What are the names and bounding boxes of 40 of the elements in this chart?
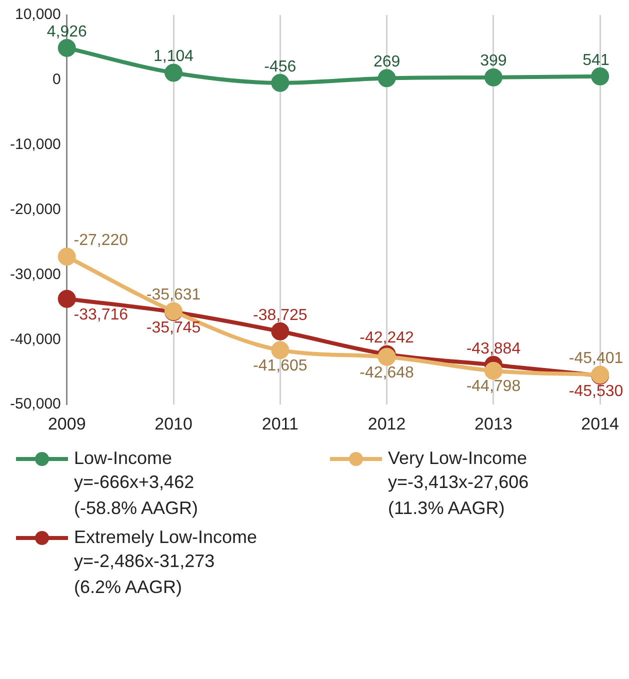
y-tick-label: -30,000 [10,266,61,283]
data-label: -44,798 [466,378,521,396]
data-label: 541 [582,52,610,69]
data-label: -43,884 [466,340,521,358]
y-tick-label: -20,000 [10,200,61,218]
x-tick-label: 2013 [474,414,512,434]
text: y=-666x+3,462 [73,471,196,494]
data-label: 4,926 [46,23,87,40]
text: (11.3% AAGR) [387,497,506,520]
x-tick-label: 2009 [48,414,86,434]
y-tick-label: 10,000 [14,6,61,24]
data-label: -38,725 [253,306,308,324]
x-tick-label: 2014 [581,414,620,434]
text: y=-3,413x-27,606 [387,471,530,494]
text: y=-2,486x-31,273 [73,550,216,573]
legend-label: Low-Income [74,448,172,469]
data-label: -35,631 [146,286,201,304]
data-label: -42,648 [360,364,414,382]
data-label: -35,745 [146,319,201,336]
x-tick-label: 2011 [262,414,298,434]
data-label: -41,605 [253,357,308,374]
x-tick-label: 2010 [154,414,192,434]
data-label: -45,401 [568,350,624,368]
data-label: 269 [373,54,400,71]
text: (6.2% AAGR) [73,576,184,599]
data-label: 1,104 [153,48,194,66]
x-tick-label: 2012 [368,414,406,434]
data-label: -456 [264,58,296,76]
data-label: -45,530 [568,382,624,400]
y-tick-label: -10,000 [10,136,61,154]
text: (-58.8% AAGR) [73,497,200,520]
data-label: -27,220 [74,232,128,250]
legend-label: Extremely Low-Income [74,527,258,548]
data-label: 399 [480,52,507,70]
y-tick-label: 0 [52,71,61,88]
data-label: -33,716 [74,306,128,324]
data-label: -42,242 [360,330,414,347]
legend-label: Very Low-Income [388,448,528,469]
y-tick-label: -50,000 [10,396,61,413]
y-tick-label: -40,000 [10,330,61,348]
